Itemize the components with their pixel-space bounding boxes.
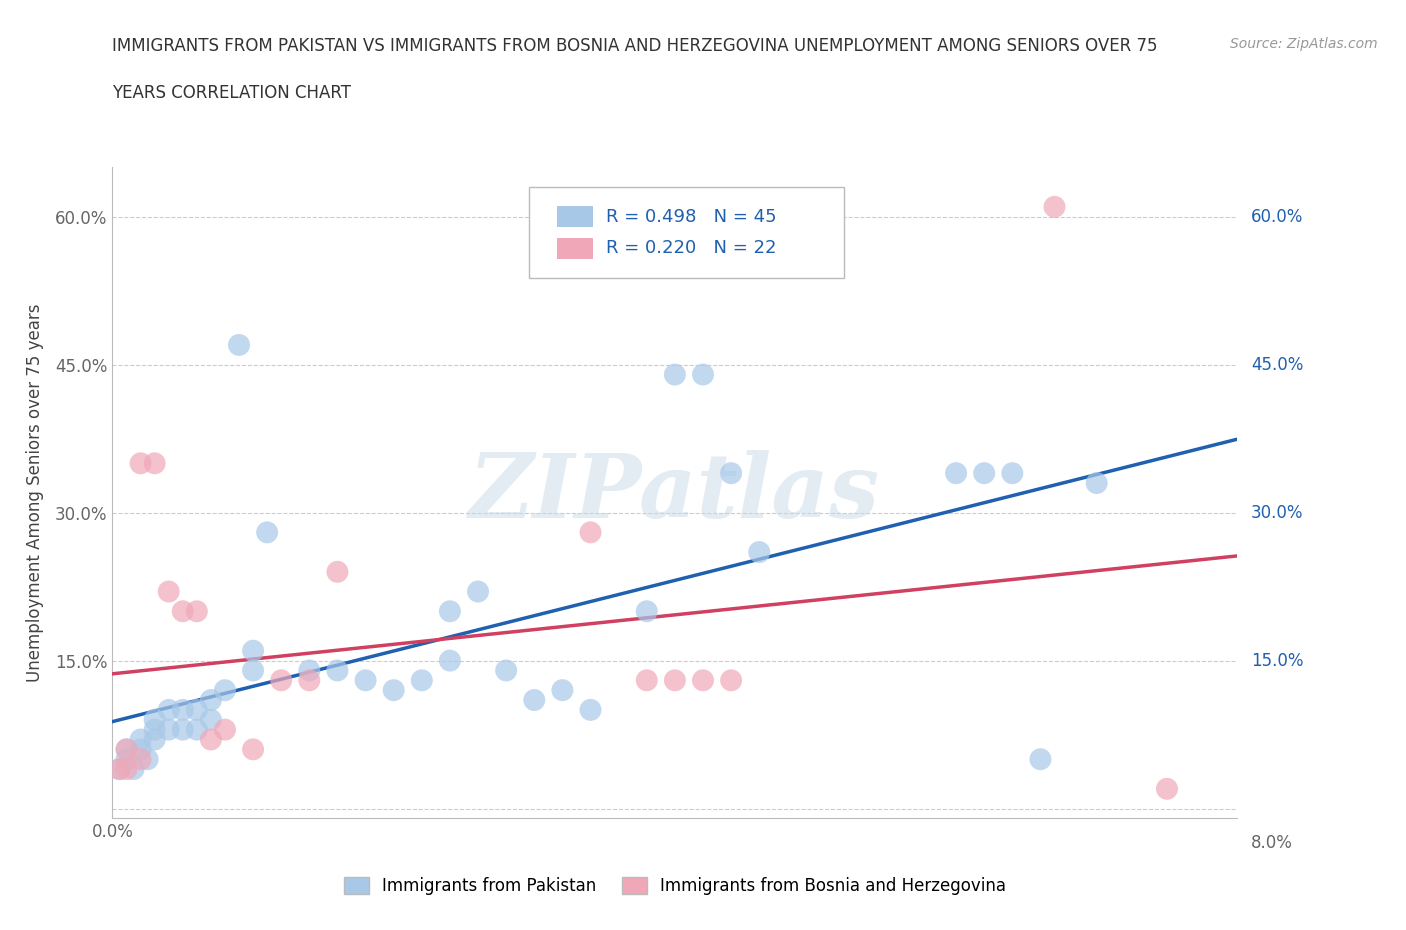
Point: [157, 584, 180, 599]
Text: R = 0.498   N = 45: R = 0.498 N = 45: [606, 208, 778, 226]
Point: [354, 673, 377, 688]
FancyBboxPatch shape: [557, 238, 593, 259]
Point: [228, 338, 250, 352]
Point: [186, 702, 208, 717]
Point: [200, 693, 222, 708]
Point: [214, 723, 236, 737]
Point: [143, 712, 166, 727]
Point: [270, 673, 292, 688]
Legend: Immigrants from Pakistan, Immigrants from Bosnia and Herzegovina: Immigrants from Pakistan, Immigrants fro…: [344, 877, 1005, 895]
Point: [945, 466, 967, 481]
Point: [467, 584, 489, 599]
Point: [172, 702, 194, 717]
Text: 15.0%: 15.0%: [1251, 652, 1303, 670]
Point: [579, 702, 602, 717]
Point: [143, 732, 166, 747]
Text: 45.0%: 45.0%: [1251, 355, 1303, 374]
Point: [664, 673, 686, 688]
Point: [720, 673, 742, 688]
Point: [382, 683, 405, 698]
Point: [115, 742, 138, 757]
Point: [495, 663, 517, 678]
Point: [157, 702, 180, 717]
Point: [411, 673, 433, 688]
Point: [298, 673, 321, 688]
Point: [129, 456, 152, 471]
Point: [326, 565, 349, 579]
Point: [298, 663, 321, 678]
Point: [1085, 475, 1108, 490]
FancyBboxPatch shape: [529, 187, 844, 278]
FancyBboxPatch shape: [557, 206, 593, 227]
Y-axis label: Unemployment Among Seniors over 75 years: Unemployment Among Seniors over 75 years: [25, 304, 44, 682]
Point: [748, 545, 770, 560]
Point: [1029, 751, 1052, 766]
Point: [172, 604, 194, 618]
Point: [579, 525, 602, 539]
Point: [200, 732, 222, 747]
Point: [157, 723, 180, 737]
Text: R = 0.220   N = 22: R = 0.220 N = 22: [606, 239, 776, 257]
Text: YEARS CORRELATION CHART: YEARS CORRELATION CHART: [112, 84, 352, 101]
Point: [1001, 466, 1024, 481]
Text: ZIPatlas: ZIPatlas: [470, 449, 880, 537]
Text: 60.0%: 60.0%: [1251, 207, 1303, 226]
Point: [115, 742, 138, 757]
Point: [326, 663, 349, 678]
Point: [129, 732, 152, 747]
Point: [108, 762, 131, 777]
Point: [256, 525, 278, 539]
Point: [129, 751, 152, 766]
Point: [172, 723, 194, 737]
Point: [692, 673, 714, 688]
Point: [636, 604, 658, 618]
Point: [439, 604, 461, 618]
Point: [720, 466, 742, 481]
Point: [115, 751, 138, 766]
Text: 30.0%: 30.0%: [1251, 504, 1303, 522]
Point: [242, 742, 264, 757]
Point: [664, 367, 686, 382]
Point: [186, 723, 208, 737]
Point: [1043, 199, 1066, 214]
Point: [551, 683, 574, 698]
Point: [523, 693, 546, 708]
Point: [136, 751, 159, 766]
Point: [143, 723, 166, 737]
Point: [636, 673, 658, 688]
Point: [439, 653, 461, 668]
Point: [242, 663, 264, 678]
Point: [143, 456, 166, 471]
Point: [129, 742, 152, 757]
Point: [115, 762, 138, 777]
Point: [1156, 781, 1178, 796]
Point: [692, 367, 714, 382]
Point: [214, 683, 236, 698]
Text: Source: ZipAtlas.com: Source: ZipAtlas.com: [1230, 37, 1378, 51]
Point: [108, 762, 131, 777]
Text: IMMIGRANTS FROM PAKISTAN VS IMMIGRANTS FROM BOSNIA AND HERZEGOVINA UNEMPLOYMENT : IMMIGRANTS FROM PAKISTAN VS IMMIGRANTS F…: [112, 37, 1159, 55]
Point: [122, 762, 145, 777]
Point: [186, 604, 208, 618]
Point: [242, 644, 264, 658]
Point: [973, 466, 995, 481]
Point: [200, 712, 222, 727]
Text: 8.0%: 8.0%: [1251, 833, 1294, 852]
